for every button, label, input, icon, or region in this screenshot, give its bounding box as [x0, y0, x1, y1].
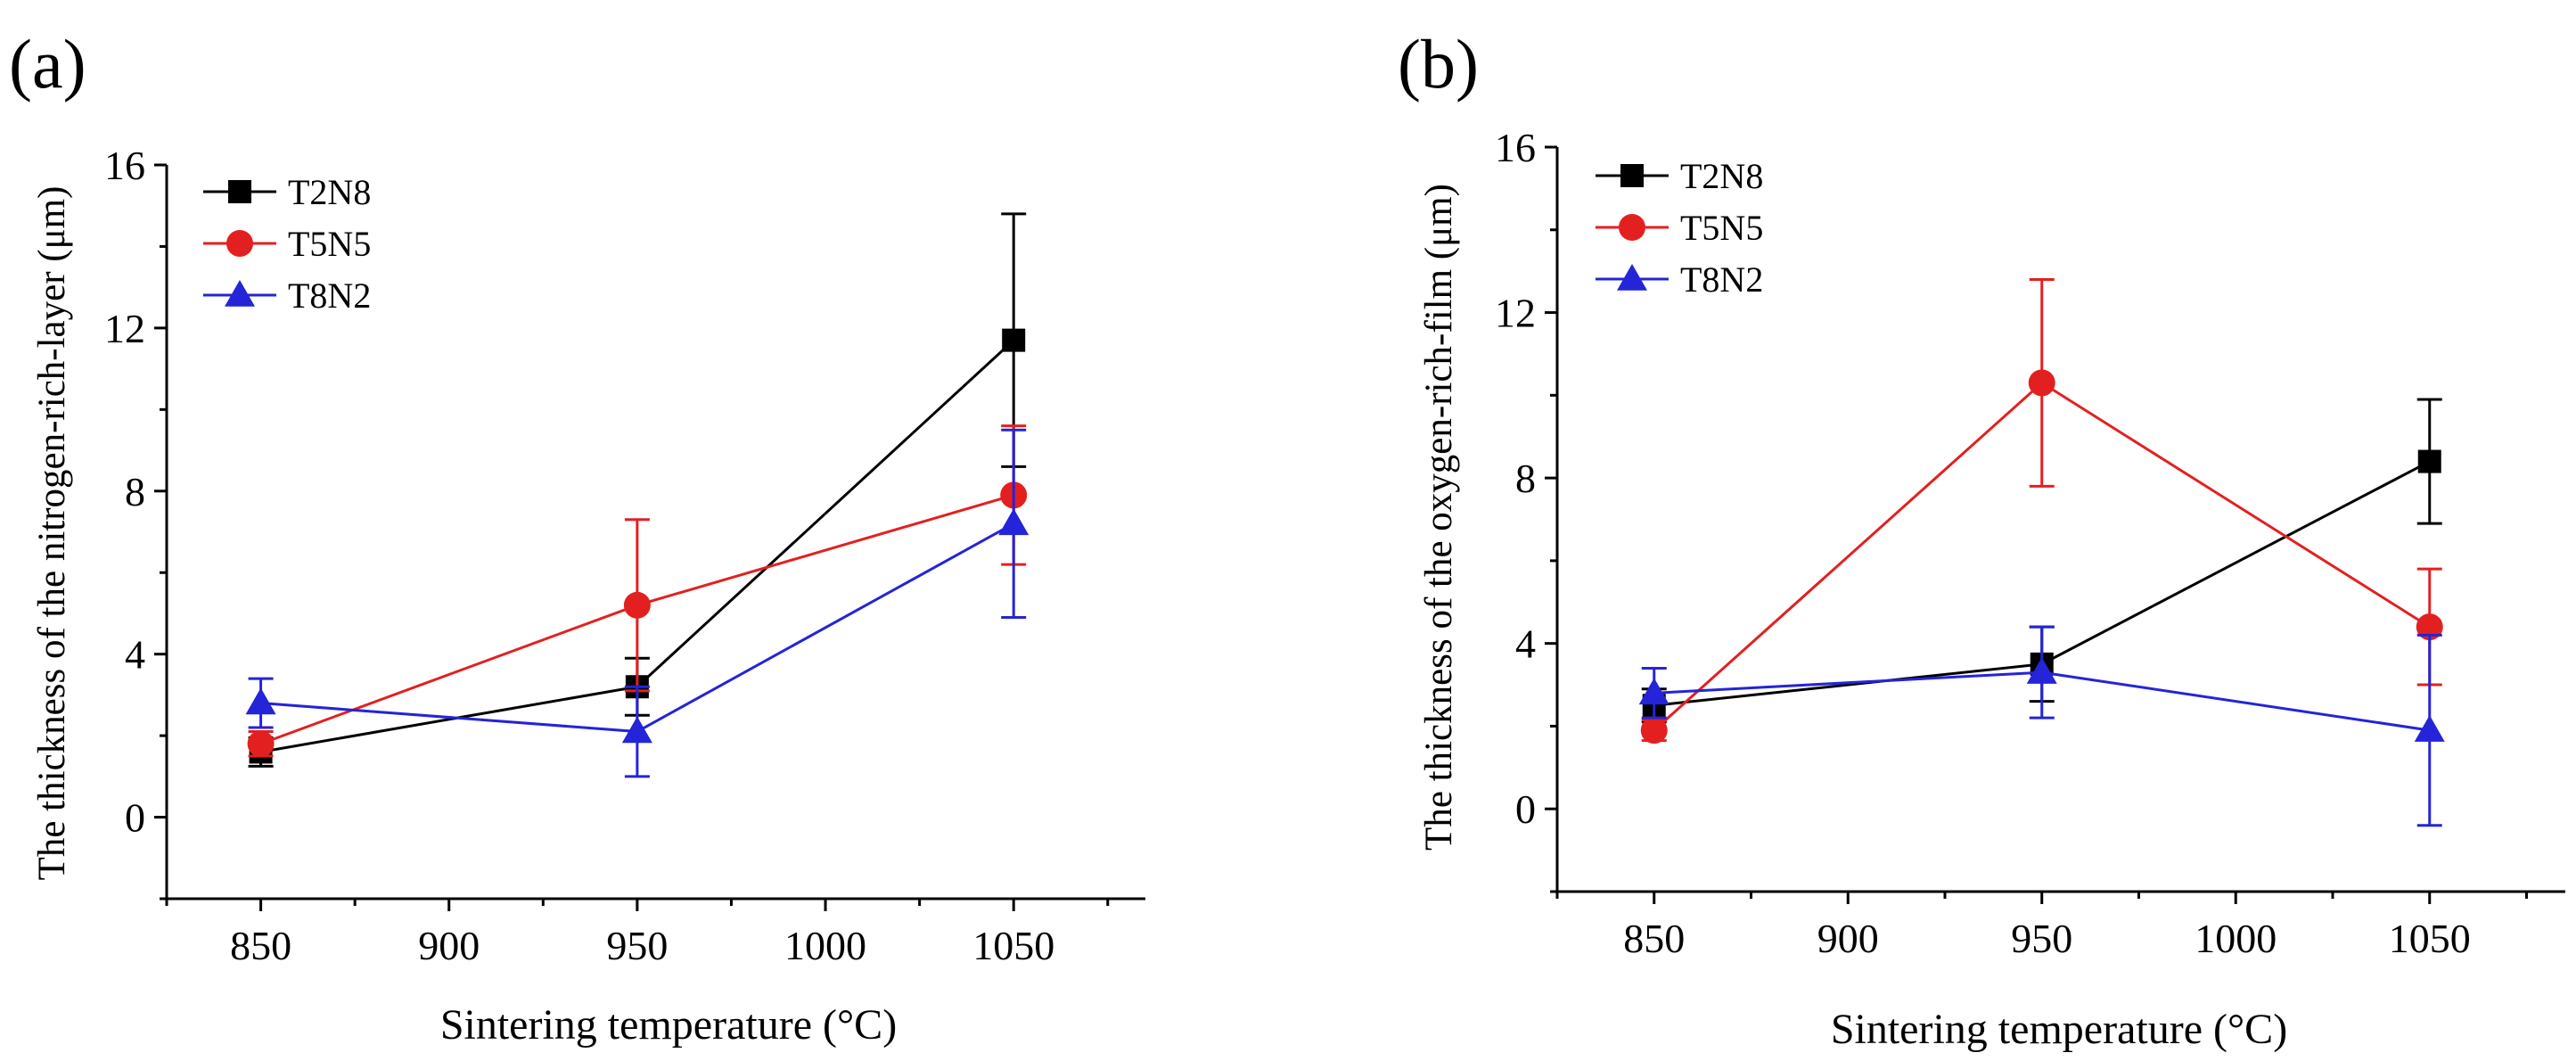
panel-b-legend: T2N8 T5N5 T8N2: [1596, 156, 1763, 300]
panel-a-y-tick-label: 12: [104, 306, 145, 351]
panel-b-data-point: [2026, 657, 2057, 684]
panel-a-x-axis-label: Sintering temperature (°C): [440, 1001, 897, 1049]
panel-b-legend-marker: [1617, 264, 1647, 291]
panel-b-y-tick-label: 12: [1495, 291, 1536, 336]
panel-b-data-point: [2028, 369, 2055, 397]
panel-b-data-point: [1638, 678, 1669, 705]
panel-a-plot: 0 4 8 12 16 850 900 950 1000 1050 T2N8 T5N5 T8N2: [104, 143, 1145, 968]
panel-a-y-tick-label: 4: [125, 632, 145, 678]
panel-b-legend-label: T8N2: [1680, 259, 1763, 300]
panel-a-data-point: [621, 716, 652, 744]
panel-b-data-point: [1640, 717, 1668, 744]
panel-b-x-axis-label: Sintering temperature (°C): [1831, 1006, 2287, 1053]
panel-a-x-tick-label: 950: [606, 923, 668, 968]
panel-a-x-tick-label: 1050: [972, 923, 1054, 968]
panel-b-y-tick-label: 16: [1495, 125, 1536, 170]
panel-a-legend-label: T8N2: [288, 276, 371, 316]
panel-b-x-tick-label: 950: [2011, 916, 2072, 961]
panel-b-label: (b): [1398, 25, 1479, 103]
panel-a-data-point: [245, 687, 276, 715]
panel-b-legend-marker: [1620, 164, 1644, 187]
panel-b-x-tick-label: 1050: [2389, 916, 2471, 961]
panel-a-y-axis-label: The thickness of the nitrogen-rich-layer…: [31, 186, 73, 881]
panel-a-legend-label: T5N5: [288, 224, 371, 264]
panel-a-y-tick-label: 16: [104, 143, 145, 188]
panel-a-y-tick-label: 0: [125, 795, 145, 841]
panel-a-x-tick-label: 1000: [784, 923, 866, 968]
panel-a-label: (a): [9, 25, 86, 103]
panel-a-y-tick-label: 8: [125, 469, 145, 514]
panel-b-legend-label: T5N5: [1680, 208, 1763, 248]
panel-a: (a) 0 4 8 12 16 850 900 950 1000 1050 T2N8 T5N5 T8N2…: [9, 25, 1145, 1049]
panel-b-data-point: [2417, 449, 2441, 473]
panel-b-y-tick-label: 0: [1515, 786, 1536, 832]
panel-a-series-T8N2: [245, 428, 1030, 778]
panel-b-y-axis-label: The thickness of the oxygen-rich-film (μ…: [1418, 184, 1460, 851]
panel-b-legend-marker: [1619, 214, 1645, 241]
panel-b-x-tick-label: 1000: [2195, 916, 2277, 961]
panel-b-plot: 0 4 8 12 16 850 900 950 1000 1050 T2N8 T5N5 T8N2: [1495, 125, 2565, 961]
panel-b-x-tick-label: 900: [1817, 916, 1879, 961]
panel-b-x-tick-label: 850: [1623, 916, 1685, 961]
panel-b-data-point: [2414, 715, 2445, 742]
panel-a-legend-marker: [225, 280, 255, 307]
panel-a-x-tick-label: 900: [418, 923, 480, 968]
panel-b-y-tick-label: 4: [1515, 621, 1536, 667]
panel-a-legend-label: T2N8: [288, 172, 371, 212]
panel-b-y-tick-label: 8: [1515, 456, 1536, 501]
panel-a-data-point: [998, 508, 1030, 536]
panel-a-legend-marker: [228, 180, 251, 203]
panel-b-data-point: [2416, 613, 2443, 641]
panel-a-legend-marker: [226, 230, 253, 257]
panel-b-legend-label: T2N8: [1680, 156, 1763, 196]
panel-b-series-T8N2: [1638, 625, 2445, 827]
panel-a-legend: T2N8 T5N5 T8N2: [203, 172, 371, 316]
panel-a-data-point: [247, 730, 275, 758]
panel-b: (b) 0 4 8 12 16 850 900 950 1000 1050 T2N8 T5N5 T8N2…: [1398, 25, 2565, 1053]
panel-a-data-point: [623, 591, 651, 619]
panel-a-data-point: [1002, 328, 1026, 352]
panel-a-x-tick-label: 850: [230, 923, 291, 968]
